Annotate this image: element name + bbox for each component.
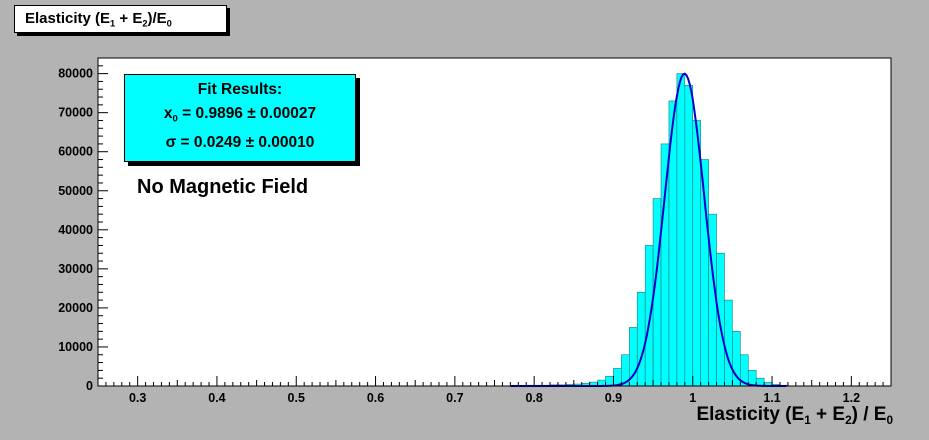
histogram-bar	[613, 368, 622, 387]
histogram-bar	[716, 252, 725, 387]
y-tick-label: 40000	[58, 223, 93, 237]
x-tick-label: 0.4	[208, 391, 225, 405]
histogram-bars	[510, 73, 789, 387]
axes: 0.3 0.4 0.5 0.6 0.7 0.8 0.9 1 1.1 1.2 0 10000 20000 3…	[58, 57, 892, 405]
y-tick-label: 50000	[58, 184, 93, 198]
y-tick-label: 20000	[58, 301, 93, 315]
y-tick-label: 80000	[58, 67, 93, 81]
x-tick-label: 0.3	[129, 391, 146, 405]
fit-results-title: Fit Results:	[197, 81, 283, 98]
histogram-bar	[684, 85, 694, 387]
x-tick-label: 0.9	[605, 391, 622, 405]
chart-title: Elasticity (E1 + E2)/E0	[14, 5, 227, 33]
x-tick-label: 0.8	[525, 391, 542, 405]
x-tick-label: 0.5	[288, 391, 305, 405]
y-tick-label: 70000	[58, 106, 93, 120]
y-tick-label: 30000	[58, 262, 93, 276]
y-tick-label: 60000	[58, 145, 93, 159]
histogram-bar	[724, 299, 733, 387]
x-tick-label: 0.7	[446, 391, 463, 405]
x-tick-label: 1	[689, 391, 696, 405]
x-axis-label: Elasticity (E1 + E2) / E0	[696, 404, 893, 428]
fit-sigma: σ = 0.0249 ± 0.00010	[165, 134, 315, 152]
histogram-bar	[644, 245, 654, 387]
histogram-bar	[676, 73, 686, 387]
histogram-bar	[660, 143, 670, 387]
histogram-bar	[605, 375, 614, 387]
fit-results-box: Fit Results: x0 = 0.9896 ± 0.00027 σ = 0…	[124, 74, 356, 162]
histogram-bar	[636, 291, 646, 387]
fit-x0: x0 = 0.9896 ± 0.00027	[163, 105, 317, 125]
x-tick-label: 0.6	[367, 391, 384, 405]
annotation-text: No Magnetic Field	[137, 176, 309, 198]
y-tick-label: 10000	[58, 340, 93, 354]
y-tick-label: 0	[86, 379, 93, 393]
x-tick-label: 1.1	[763, 391, 780, 405]
x-tick-label: 1.2	[843, 391, 860, 405]
